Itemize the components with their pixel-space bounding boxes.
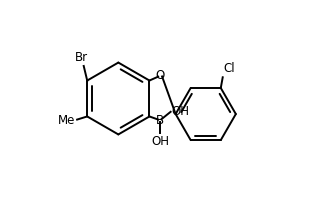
Text: OH: OH [171, 105, 189, 118]
Text: OH: OH [151, 135, 169, 148]
Text: Cl: Cl [224, 62, 235, 75]
Text: Br: Br [75, 51, 88, 64]
Text: B: B [156, 114, 164, 127]
Text: Me: Me [58, 114, 75, 127]
Text: O: O [156, 69, 165, 82]
